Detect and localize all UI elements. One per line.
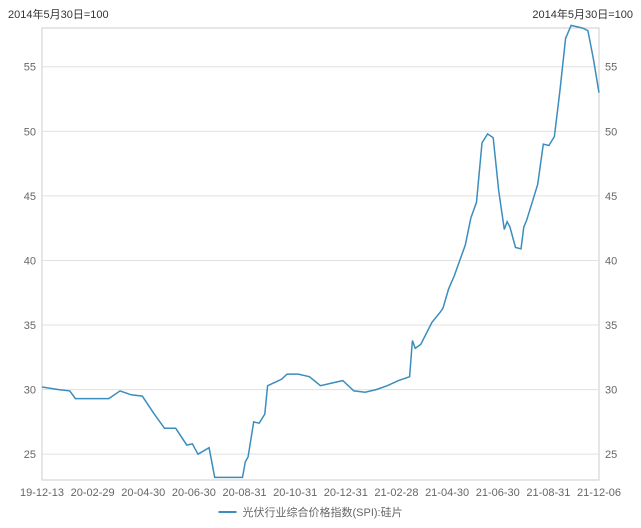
y-tick-right: 50	[605, 126, 617, 138]
x-tick: 21-08-31	[526, 487, 570, 499]
y-tick-left: 35	[24, 320, 36, 332]
y-tick-left: 40	[24, 255, 36, 267]
y-tick-left: 25	[24, 449, 36, 461]
x-tick: 21-12-06	[577, 487, 621, 499]
top-left-label: 2014年5月30日=100	[8, 7, 109, 21]
x-tick: 21-02-28	[374, 487, 418, 499]
y-tick-left: 50	[24, 126, 36, 138]
series-line	[42, 25, 599, 477]
y-tick-left: 45	[24, 191, 36, 203]
chart-svg: 25 25 30 30 35 35 40 40 45 45 50 50 55 55 19-12-13 20-0…	[0, 0, 641, 528]
x-tick: 20-02-29	[71, 487, 115, 499]
y-tick-right: 30	[605, 385, 617, 397]
y-tick-right: 35	[605, 320, 617, 332]
x-tick: 20-12-31	[324, 487, 368, 499]
y-tick-right: 45	[605, 191, 617, 203]
price-index-chart: 25 25 30 30 35 35 40 40 45 45 50 50 55 55 19-12-13 20-0…	[0, 0, 641, 528]
x-tick: 21-06-30	[476, 487, 520, 499]
y-tick-left: 55	[24, 62, 36, 74]
legend-label: 光伏行业综合价格指数(SPI):硅片	[243, 505, 403, 519]
y-tick-right: 25	[605, 449, 617, 461]
x-tick: 21-04-30	[425, 487, 469, 499]
y-tick-right: 55	[605, 62, 617, 74]
top-right-label: 2014年5月30日=100	[532, 7, 633, 21]
y-tick-right: 40	[605, 255, 617, 267]
y-tick-left: 30	[24, 385, 36, 397]
x-tick: 20-10-31	[273, 487, 317, 499]
x-tick: 20-06-30	[172, 487, 216, 499]
x-tick: 20-08-31	[223, 487, 267, 499]
x-tick: 20-04-30	[121, 487, 165, 499]
x-tick: 19-12-13	[20, 487, 64, 499]
